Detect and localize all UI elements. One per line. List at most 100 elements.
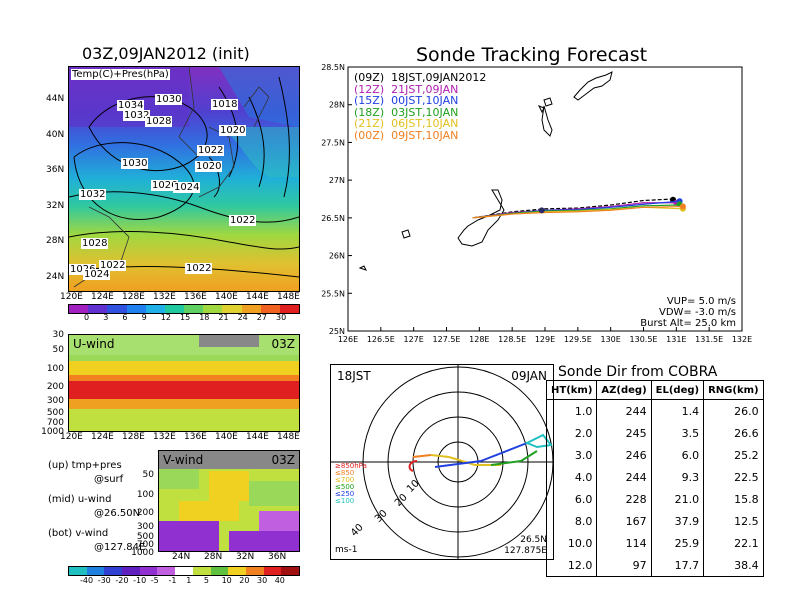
- track-x-tick: 129.5E: [564, 335, 592, 344]
- polar-legend-item: ≤250: [335, 490, 355, 498]
- track-y-tick: 28N: [329, 101, 345, 110]
- temp-colorbar-swatch: [260, 305, 280, 313]
- temp-colorbar-tick: 15: [180, 313, 191, 322]
- sonde-dir-header: EL(deg): [650, 380, 705, 400]
- track-legend-item: (12Z) 21JST,09JAN: [354, 82, 459, 96]
- map-lon-tick: 128E: [122, 292, 145, 302]
- sonde-dir-cell: 26.0: [703, 399, 764, 422]
- uwind-x-tick: 124E: [91, 432, 114, 442]
- vwind-y-tick: 1000: [131, 548, 154, 558]
- track-legend-item: (00Z) 09JST,10JAN: [354, 128, 459, 142]
- uwind-y-tick: 200: [46, 382, 64, 392]
- pressure-label: 1032: [79, 189, 107, 200]
- sonde-dir-cell: 21.0: [650, 488, 705, 510]
- wind-colorbar-tick: 20: [239, 576, 250, 585]
- wind-colorbar-swatch: [175, 567, 193, 575]
- temp-colorbar-tick: 30: [276, 313, 287, 322]
- temp-colorbar-swatch: [126, 305, 146, 313]
- track-legend-item: (09Z) 18JST,09JAN2012: [354, 71, 487, 84]
- wind-colorbar-swatch: [69, 567, 87, 575]
- track-series-line: [472, 205, 683, 219]
- pressure-label: 1022: [197, 145, 225, 156]
- map-lon-tick: 120E: [60, 292, 83, 302]
- sonde-dir-cell: 6.0: [545, 488, 598, 510]
- temp-colorbar: [68, 304, 300, 314]
- pressure-label: 1020: [219, 125, 247, 136]
- polar-legend-item: ≤500: [335, 483, 355, 491]
- sonde-dir-cell: 244: [596, 399, 652, 422]
- sonde-dir-cell: 25.9: [650, 532, 705, 554]
- track-axes: 126E 126.5E 127E 127.5E 128E 128.5E 129E 129.5E…: [321, 63, 752, 344]
- wind-colorbar-swatch: [263, 567, 282, 575]
- map-lat-tick: 28N: [46, 236, 65, 246]
- uwind-y-tick: 50: [52, 345, 64, 355]
- sonde-dir-cell: 2.0: [545, 422, 598, 444]
- wind-colorbar-tick: -5: [150, 576, 159, 585]
- map-lon-tick: 136E: [184, 292, 207, 302]
- sonde-dir-table: HT(km) AZ(deg) EL(deg) RNG(km) 1.0 244 1.4 26.…: [545, 380, 764, 577]
- sonde-dir-cell: 26.6: [703, 422, 764, 444]
- wind-colorbar-tick: 10: [221, 576, 232, 585]
- track-series-endpoint: [679, 203, 686, 210]
- track-param: VDW= -3.0 m/s: [659, 307, 736, 318]
- track-title: Sonde Tracking Forecast: [416, 44, 648, 66]
- sonde-dir-cell: 167: [596, 510, 652, 532]
- uwind-y-tick: 1000: [41, 427, 64, 437]
- wind-colorbar-swatch: [228, 567, 246, 575]
- map-lat-tick: 36N: [46, 165, 65, 175]
- sonde-dir-cell: 1.0: [545, 399, 598, 422]
- note-sub: @127.84E: [94, 542, 146, 553]
- track-x-tick: 126E: [338, 335, 358, 344]
- temp-colorbar-swatch: [203, 305, 223, 313]
- track-y-tick: 25N: [329, 327, 345, 336]
- vwind-x-tick: 32N: [236, 552, 255, 562]
- temp-colorbar-tick: 24: [237, 313, 248, 322]
- wind-colorbar-tick: 40: [274, 576, 285, 585]
- sonde-dir-cell: 15.8: [703, 488, 764, 510]
- sonde-dir-cell: 12.5: [703, 510, 764, 532]
- track-x-tick: 131E: [666, 335, 686, 344]
- sonde-dir-cell: 1.4: [650, 399, 705, 422]
- vwind-y-tick: 300: [136, 522, 154, 532]
- sonde-dir-cell: 3.5: [650, 422, 705, 444]
- polar-time-left: 18JST: [337, 369, 371, 383]
- track-y-tick: 28.5N: [321, 63, 345, 72]
- track-x-tick: 130.5E: [630, 335, 658, 344]
- polar-loc-lon: 127.875E: [504, 546, 547, 556]
- temp-colorbar-swatch: [184, 305, 204, 313]
- map-lon-tick: 132E: [153, 292, 176, 302]
- sonde-dir-header: RNG(km): [703, 380, 764, 400]
- sonde-dir-cell: 228: [596, 488, 652, 510]
- temp-colorbar-swatch: [69, 305, 89, 313]
- vwind-time: 03Z: [271, 453, 296, 467]
- track-param: Burst Alt= 25.0 km: [640, 318, 736, 329]
- map-title: 03Z,09JAN2012 (init): [82, 44, 250, 63]
- map-lon-tick: 124E: [91, 292, 114, 302]
- wind-colorbar-swatch: [281, 567, 299, 575]
- pressure-label: 1026: [69, 264, 97, 275]
- track-series-line: [472, 198, 674, 219]
- pressure-label: 1026: [151, 180, 179, 191]
- track-y-tick: 25.5N: [321, 289, 345, 298]
- note-head: (bot) v-wind: [48, 528, 109, 539]
- temp-colorbar-tick: 21: [218, 313, 229, 322]
- sonde-dir-header: HT(km): [545, 380, 598, 400]
- track-lines: [472, 196, 686, 219]
- sonde-dir-cell: 6.0: [650, 444, 705, 466]
- track-series-line: [472, 204, 680, 219]
- wind-colorbar-tick: -20: [115, 576, 129, 585]
- wind-colorbar-tick: 5: [203, 576, 209, 585]
- sonde-dir-cell: 38.4: [703, 554, 764, 577]
- track-legend-item: (15Z) 00JST,10JAN: [354, 94, 459, 107]
- pressure-label: 1032: [123, 110, 151, 121]
- vwind-label: V-wind: [163, 453, 204, 467]
- pressure-label: 1024: [173, 182, 201, 193]
- sonde-dir-row: 4.0 244 9.3 22.5: [545, 466, 764, 488]
- uwind-x-tick: 132E: [153, 432, 176, 442]
- temp-colorbar-tick: 9: [141, 313, 147, 322]
- track-y-tick: 27.5N: [321, 138, 345, 147]
- vwind-plot: [159, 451, 299, 551]
- wind-colorbar-tick: -1: [168, 576, 177, 585]
- uwind-x-tick: 128E: [122, 432, 145, 442]
- track-x-tick: 128.5E: [498, 335, 526, 344]
